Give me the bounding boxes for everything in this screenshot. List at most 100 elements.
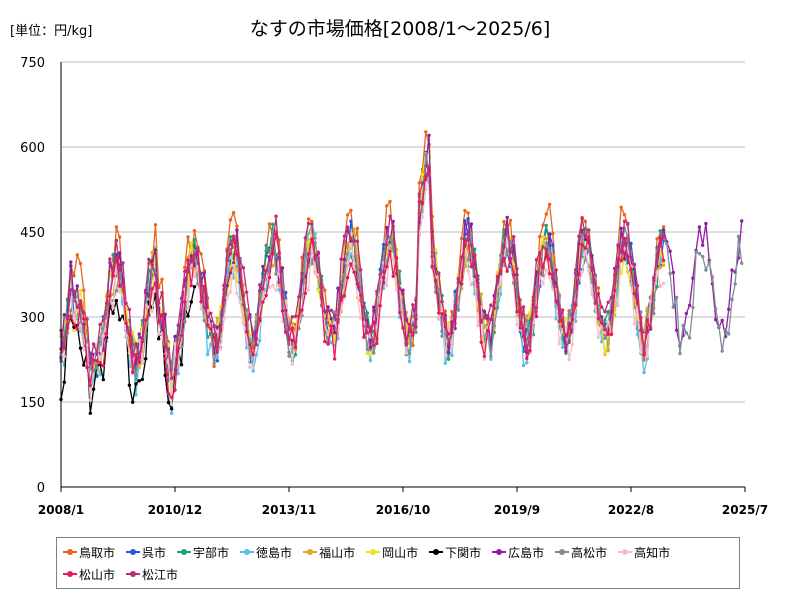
data-point	[499, 272, 503, 276]
data-point	[626, 254, 630, 259]
data-point	[306, 288, 311, 292]
data-point	[622, 213, 627, 217]
data-point	[235, 224, 239, 228]
data-point	[723, 327, 728, 332]
data-point	[505, 269, 509, 273]
data-point	[345, 276, 350, 280]
data-point	[398, 269, 402, 273]
data-point	[117, 318, 122, 322]
data-point	[674, 295, 679, 300]
data-point	[166, 392, 171, 396]
data-point	[697, 251, 702, 256]
data-point	[228, 290, 233, 294]
data-point	[518, 326, 522, 330]
data-point	[186, 266, 190, 270]
data-point	[264, 269, 268, 273]
data-point	[658, 265, 662, 270]
x-tick-label: 2013/11	[262, 503, 316, 517]
data-point	[310, 219, 314, 224]
data-point	[391, 224, 395, 229]
data-point	[603, 327, 607, 331]
data-point	[678, 351, 682, 356]
data-point	[114, 238, 119, 243]
data-point	[290, 338, 294, 343]
data-point	[144, 289, 148, 293]
data-point	[189, 260, 193, 264]
x-tick-label: 2016/10	[376, 503, 430, 517]
data-point	[342, 273, 347, 277]
data-point	[372, 351, 376, 355]
data-point	[404, 318, 408, 322]
data-point	[437, 317, 441, 321]
data-point	[111, 268, 115, 272]
data-point	[440, 312, 444, 316]
data-point	[580, 233, 584, 237]
data-point	[176, 372, 180, 376]
x-tick-label: 2022/8	[608, 503, 654, 517]
data-point	[730, 268, 734, 272]
data-point	[131, 331, 135, 335]
data-point	[684, 331, 689, 335]
data-point	[183, 269, 187, 274]
data-point	[254, 352, 259, 357]
data-point	[658, 244, 662, 248]
data-point	[251, 365, 255, 369]
data-point	[671, 270, 675, 275]
data-point	[274, 288, 278, 292]
data-point	[157, 301, 161, 305]
data-point	[137, 360, 141, 364]
data-point	[274, 272, 278, 276]
data-point	[316, 250, 320, 254]
data-point	[280, 266, 285, 270]
data-point	[228, 218, 233, 222]
data-point	[720, 318, 724, 323]
data-point	[62, 313, 66, 317]
data-point	[564, 345, 568, 349]
data-point	[225, 296, 229, 300]
data-point	[378, 304, 382, 308]
data-point	[117, 284, 122, 288]
data-point	[134, 342, 138, 346]
data-point	[134, 353, 138, 357]
data-point	[241, 321, 246, 326]
data-point	[489, 354, 493, 358]
data-point	[192, 252, 197, 256]
data-point	[417, 192, 421, 196]
data-point	[385, 265, 389, 269]
data-point	[225, 249, 229, 253]
data-point	[160, 290, 164, 295]
data-point	[150, 259, 154, 263]
legend-label: 松江市	[142, 567, 179, 582]
data-point	[261, 300, 265, 304]
data-point	[359, 293, 363, 298]
data-point	[446, 357, 451, 361]
data-point	[704, 268, 708, 272]
data-point	[401, 326, 405, 330]
data-point	[166, 347, 171, 351]
data-point	[469, 222, 474, 226]
data-point	[720, 349, 724, 353]
data-point	[596, 316, 601, 321]
data-point	[388, 237, 392, 241]
data-point	[75, 294, 80, 298]
data-point	[95, 366, 99, 370]
data-point	[72, 322, 76, 327]
x-tick-label: 2008/1	[38, 503, 84, 517]
data-point	[192, 274, 197, 278]
data-point	[121, 314, 125, 318]
data-point	[101, 364, 106, 368]
data-point	[75, 305, 80, 310]
data-point	[655, 285, 659, 289]
data-point	[101, 377, 106, 382]
data-point	[557, 342, 561, 346]
data-point	[231, 234, 236, 239]
data-point	[85, 365, 89, 370]
data-point	[101, 348, 106, 352]
data-point	[362, 335, 366, 339]
data-point	[117, 251, 122, 255]
data-point	[505, 239, 509, 243]
data-point	[632, 322, 636, 326]
legend-item: 宇部市	[177, 541, 229, 563]
legend-swatch	[126, 571, 141, 577]
legend-item: 高松市	[555, 541, 607, 563]
